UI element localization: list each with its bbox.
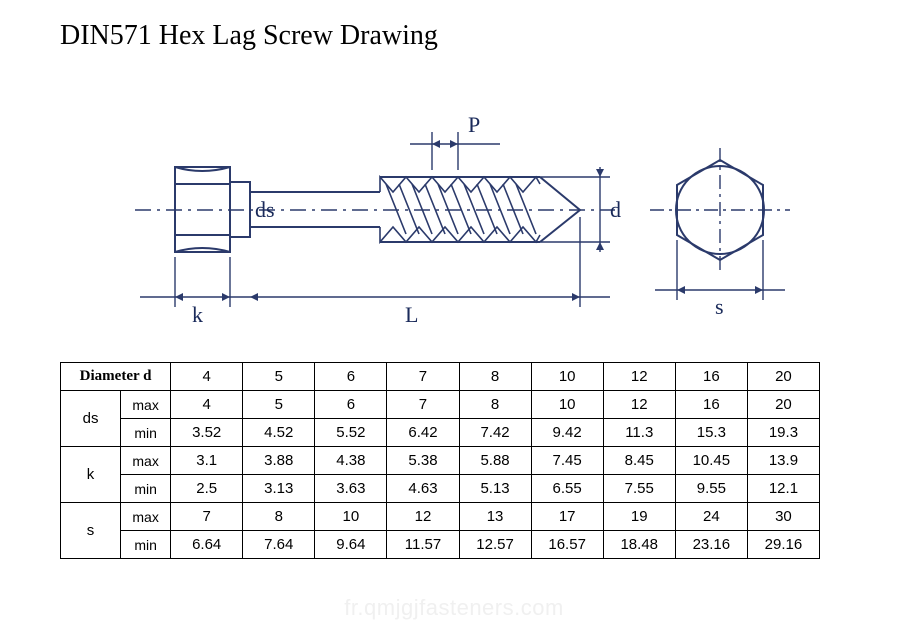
cell-ds-min-2: 5.52 <box>315 419 387 447</box>
table-row: smax7810121317192430 <box>61 503 820 531</box>
table-row: min3.524.525.526.427.429.4211.315.319.3 <box>61 419 820 447</box>
cell-ds-max-8: 20 <box>747 391 819 419</box>
cell-k-max-4: 5.88 <box>459 447 531 475</box>
header-d-1: 5 <box>243 363 315 391</box>
minmax-label: min <box>121 531 171 559</box>
cell-s-min-6: 18.48 <box>603 531 675 559</box>
cell-k-min-0: 2.5 <box>171 475 243 503</box>
page-title: DIN571 Hex Lag Screw Drawing <box>60 20 848 52</box>
minmax-label: max <box>121 503 171 531</box>
label-ds: ds <box>255 197 275 222</box>
cell-s-min-2: 9.64 <box>315 531 387 559</box>
label-d: d <box>610 197 621 222</box>
minmax-label: max <box>121 447 171 475</box>
table-row: min2.53.133.634.635.136.557.559.5512.1 <box>61 475 820 503</box>
cell-ds-max-1: 5 <box>243 391 315 419</box>
header-d-5: 10 <box>531 363 603 391</box>
cell-ds-max-3: 7 <box>387 391 459 419</box>
cell-k-min-2: 3.63 <box>315 475 387 503</box>
cell-k-min-7: 9.55 <box>675 475 747 503</box>
cell-s-min-5: 16.57 <box>531 531 603 559</box>
cell-k-max-2: 4.38 <box>315 447 387 475</box>
cell-k-max-3: 5.38 <box>387 447 459 475</box>
cell-ds-min-7: 15.3 <box>675 419 747 447</box>
header-d-6: 12 <box>603 363 675 391</box>
header-d-4: 8 <box>459 363 531 391</box>
cell-ds-min-8: 19.3 <box>747 419 819 447</box>
cell-k-min-3: 4.63 <box>387 475 459 503</box>
cell-s-min-8: 29.16 <box>747 531 819 559</box>
header-d-0: 4 <box>171 363 243 391</box>
spec-table: Diameter d 4 5 6 7 8 10 12 16 20 dsmax45… <box>60 362 820 559</box>
cell-ds-max-6: 12 <box>603 391 675 419</box>
cell-s-min-4: 12.57 <box>459 531 531 559</box>
cell-k-min-6: 7.55 <box>603 475 675 503</box>
cell-ds-min-5: 9.42 <box>531 419 603 447</box>
cell-k-min-5: 6.55 <box>531 475 603 503</box>
group-label-s: s <box>61 503 121 559</box>
cell-k-max-6: 8.45 <box>603 447 675 475</box>
cell-s-max-3: 12 <box>387 503 459 531</box>
cell-ds-min-6: 11.3 <box>603 419 675 447</box>
cell-ds-max-4: 8 <box>459 391 531 419</box>
label-s: s <box>715 294 724 319</box>
cell-ds-min-1: 4.52 <box>243 419 315 447</box>
table-row: min6.647.649.6411.5712.5716.5718.4823.16… <box>61 531 820 559</box>
label-p: P <box>468 112 480 137</box>
label-k: k <box>192 302 203 327</box>
cell-s-min-3: 11.57 <box>387 531 459 559</box>
cell-ds-min-4: 7.42 <box>459 419 531 447</box>
cell-s-min-0: 6.64 <box>171 531 243 559</box>
header-d-3: 7 <box>387 363 459 391</box>
header-d-8: 20 <box>747 363 819 391</box>
cell-k-max-1: 3.88 <box>243 447 315 475</box>
cell-ds-max-0: 4 <box>171 391 243 419</box>
cell-s-max-2: 10 <box>315 503 387 531</box>
cell-s-min-1: 7.64 <box>243 531 315 559</box>
header-d-2: 6 <box>315 363 387 391</box>
cell-ds-max-2: 6 <box>315 391 387 419</box>
table-row: dsmax4567810121620 <box>61 391 820 419</box>
cell-k-max-8: 13.9 <box>747 447 819 475</box>
cell-k-max-5: 7.45 <box>531 447 603 475</box>
minmax-label: min <box>121 475 171 503</box>
cell-k-min-4: 5.13 <box>459 475 531 503</box>
cell-s-max-1: 8 <box>243 503 315 531</box>
cell-k-min-1: 3.13 <box>243 475 315 503</box>
group-label-ds: ds <box>61 391 121 447</box>
watermark: fr.qmjgjfasteners.com <box>344 595 564 621</box>
group-label-k: k <box>61 447 121 503</box>
cell-s-max-7: 24 <box>675 503 747 531</box>
cell-s-max-8: 30 <box>747 503 819 531</box>
cell-s-max-0: 7 <box>171 503 243 531</box>
cell-s-min-7: 23.16 <box>675 531 747 559</box>
cell-ds-max-7: 16 <box>675 391 747 419</box>
cell-k-max-7: 10.45 <box>675 447 747 475</box>
table-row: kmax3.13.884.385.385.887.458.4510.4513.9 <box>61 447 820 475</box>
header-diameter: Diameter d <box>61 363 171 391</box>
cell-k-min-8: 12.1 <box>747 475 819 503</box>
cell-ds-min-3: 6.42 <box>387 419 459 447</box>
table-header-row: Diameter d 4 5 6 7 8 10 12 16 20 <box>61 363 820 391</box>
cell-s-max-4: 13 <box>459 503 531 531</box>
label-L: L <box>405 302 418 327</box>
cell-ds-max-5: 10 <box>531 391 603 419</box>
cell-k-max-0: 3.1 <box>171 447 243 475</box>
minmax-label: max <box>121 391 171 419</box>
cell-s-max-6: 19 <box>603 503 675 531</box>
cell-ds-min-0: 3.52 <box>171 419 243 447</box>
minmax-label: min <box>121 419 171 447</box>
header-d-7: 16 <box>675 363 747 391</box>
cell-s-max-5: 17 <box>531 503 603 531</box>
screw-drawing: ds P d <box>80 72 840 332</box>
